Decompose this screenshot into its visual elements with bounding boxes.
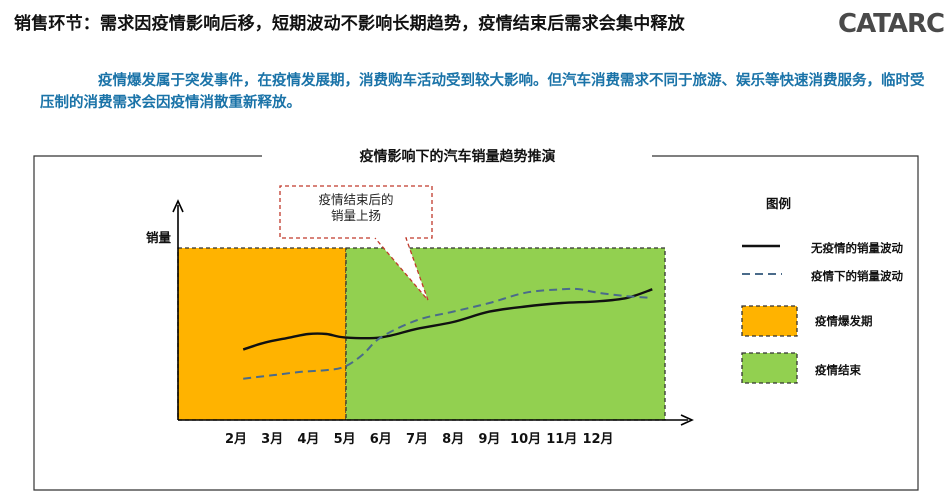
chart-series [242, 287, 653, 380]
x-axis-arrow [680, 414, 694, 426]
legend-ended-swatch [741, 352, 798, 384]
x-tick-label: 2月 [225, 432, 247, 447]
x-tick-label: 11月 [546, 432, 577, 447]
series-pandemic-line [243, 287, 653, 380]
legend-label-dashed: 疫情下的销量波动 [811, 269, 903, 283]
x-tick-label: 10月 [510, 432, 541, 447]
chart-title: 疫情影响下的汽车销量趋势推演 [265, 146, 650, 166]
legend-outbreak-swatch [741, 305, 798, 337]
page-title: 销售环节：需求因疫情影响后移，短期波动不影响长期趋势，疫情结束后需求会集中释放 [14, 14, 685, 34]
x-tick-label: 12月 [582, 432, 613, 447]
annotation-line-2: 销量上扬 [330, 208, 381, 223]
x-tick-label: 8月 [442, 432, 464, 447]
legend-label-ended: 疫情结束 [815, 363, 861, 377]
x-tick-label: 4月 [297, 432, 319, 447]
x-tick-label: 5月 [334, 432, 356, 447]
legend-label-solid: 无疫情的销量波动 [811, 241, 903, 255]
chart-regions [177, 247, 666, 421]
legend-title: 图例 [766, 196, 792, 211]
chart-frame [33, 155, 919, 491]
intro-text: 疫情爆发属于突发事件，在疫情发展期，消费购车活动受到较大影响。但汽车消费需求不同… [40, 73, 925, 111]
annotation-callout [279, 185, 433, 301]
chart-legend [741, 244, 798, 384]
x-tick-label: 7月 [406, 432, 428, 447]
y-axis-label: 销量 [146, 230, 172, 245]
annotation-line-1: 疫情结束后的 [318, 192, 394, 207]
intro-paragraph: 疫情爆发属于突发事件，在疫情发展期，消费购车活动受到较大影响。但汽车消费需求不同… [40, 70, 930, 114]
chart-axes [172, 199, 694, 426]
x-tick-label: 9月 [478, 432, 500, 447]
y-axis-arrow [172, 199, 184, 213]
callout-box [279, 185, 433, 301]
annotation-text: 疫情结束后的 销量上扬 [281, 192, 431, 224]
x-tick-label: 3月 [261, 432, 283, 447]
outer-frame [33, 155, 919, 491]
catarc-logo: CATARC [838, 9, 944, 38]
series-no-pandemic-line [242, 288, 653, 351]
x-tick-labels: 2月 3月 4月 5月 6月 7月 8月 9月 10月 11月 12月 [225, 432, 614, 447]
logo-text: CATARC [838, 9, 944, 38]
x-tick-label: 6月 [370, 432, 392, 447]
legend-label-outbreak: 疫情爆发期 [815, 314, 873, 328]
